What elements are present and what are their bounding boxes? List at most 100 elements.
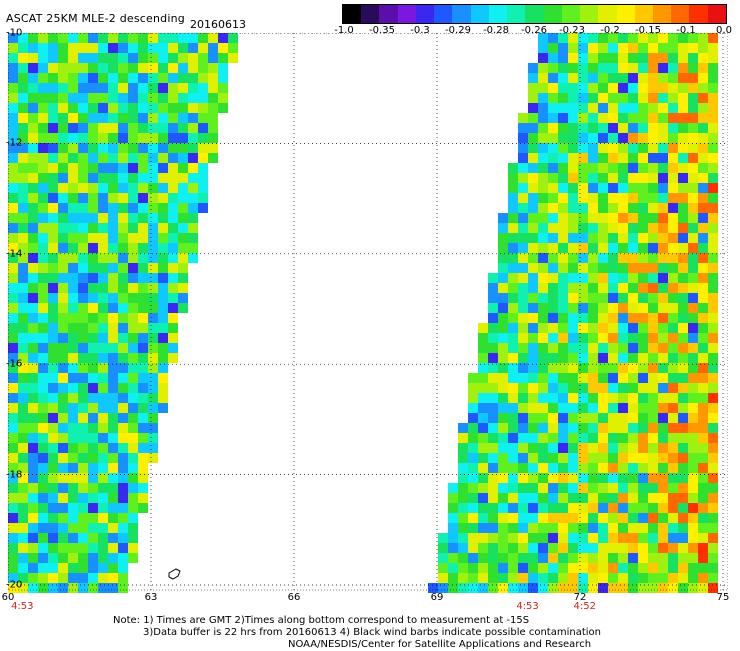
wind-cell: [548, 573, 558, 583]
wind-cell: [478, 343, 488, 353]
wind-cell: [528, 243, 538, 253]
wind-cell: [98, 123, 108, 133]
wind-cell: [118, 213, 128, 223]
wind-cell: [68, 543, 78, 553]
wind-cell: [108, 333, 118, 343]
wind-cell: [638, 173, 648, 183]
wind-cell: [668, 243, 678, 253]
wind-cell: [118, 173, 128, 183]
wind-cell: [158, 203, 168, 213]
wind-cell: [538, 163, 548, 173]
wind-cell: [478, 433, 488, 443]
wind-cell: [128, 503, 138, 513]
wind-cell: [58, 293, 68, 303]
wind-cell: [608, 383, 618, 393]
wind-cell: [558, 233, 568, 243]
wind-cell: [178, 133, 188, 143]
wind-cell: [488, 483, 498, 493]
wind-cell: [108, 483, 118, 493]
wind-cell: [688, 363, 698, 373]
wind-cell: [458, 573, 468, 583]
wind-cell: [608, 313, 618, 323]
wind-cell: [38, 283, 48, 293]
wind-cell: [658, 183, 668, 193]
wind-cell: [698, 223, 708, 233]
wind-cell: [668, 483, 678, 493]
wind-cell: [98, 533, 108, 543]
wind-cell: [688, 523, 698, 533]
wind-cell: [118, 463, 128, 473]
wind-cell: [598, 483, 608, 493]
wind-cell: [108, 33, 118, 43]
wind-cell: [598, 73, 608, 83]
wind-cell: [558, 123, 568, 133]
wind-cell: [698, 483, 708, 493]
wind-cell: [528, 363, 538, 373]
wind-cell: [38, 173, 48, 183]
wind-cell: [28, 133, 38, 143]
wind-cell: [458, 443, 468, 453]
wind-cell: [658, 343, 668, 353]
wind-cell: [168, 103, 178, 113]
wind-cell: [638, 163, 648, 173]
wind-cell: [678, 573, 688, 583]
wind-cell: [588, 413, 598, 423]
wind-cell: [558, 263, 568, 273]
wind-cell: [568, 443, 578, 453]
wind-cell: [168, 123, 178, 133]
wind-cell: [568, 53, 578, 63]
wind-cell: [468, 443, 478, 453]
wind-cell: [158, 383, 168, 393]
wind-cell: [528, 533, 538, 543]
wind-cell: [138, 63, 148, 73]
wind-cell: [138, 43, 148, 53]
wind-cell: [128, 93, 138, 103]
wind-cell: [58, 163, 68, 173]
wind-cell: [488, 583, 498, 593]
wind-cell: [58, 303, 68, 313]
wind-cell: [568, 543, 578, 553]
wind-cell: [558, 553, 568, 563]
wind-cell: [8, 463, 18, 473]
wind-cell: [68, 93, 78, 103]
wind-cell: [58, 73, 68, 83]
wind-cell: [78, 333, 88, 343]
wind-cell: [168, 143, 178, 153]
wind-cell: [538, 123, 548, 133]
wind-cell: [608, 243, 618, 253]
wind-cell: [498, 373, 508, 383]
wind-cell: [38, 433, 48, 443]
wind-cell: [548, 333, 558, 343]
wind-cell: [518, 313, 528, 323]
wind-cell: [658, 213, 668, 223]
wind-cell: [28, 443, 38, 453]
wind-cell: [108, 503, 118, 513]
wind-cell: [38, 343, 48, 353]
wind-cell: [498, 453, 508, 463]
wind-cell: [458, 473, 468, 483]
wind-cell: [68, 143, 78, 153]
wind-cell: [548, 243, 558, 253]
wind-cell: [628, 273, 638, 283]
wind-cell: [68, 373, 78, 383]
wind-cell: [538, 303, 548, 313]
wind-cell: [488, 313, 498, 323]
wind-cell: [128, 533, 138, 543]
wind-cell: [558, 503, 568, 513]
wind-cell: [88, 313, 98, 323]
wind-cell: [128, 303, 138, 313]
wind-cell: [198, 153, 208, 163]
wind-cell: [518, 353, 528, 363]
wind-cell: [498, 533, 508, 543]
wind-cell: [608, 153, 618, 163]
wind-cell: [648, 463, 658, 473]
wind-cell: [8, 443, 18, 453]
wind-cell: [48, 103, 58, 113]
wind-cell: [708, 213, 718, 223]
wind-cell: [68, 233, 78, 243]
wind-cell: [678, 63, 688, 73]
lon-label: 69: [430, 592, 444, 603]
wind-cell: [488, 533, 498, 543]
wind-cell: [638, 423, 648, 433]
wind-cell: [178, 113, 188, 123]
